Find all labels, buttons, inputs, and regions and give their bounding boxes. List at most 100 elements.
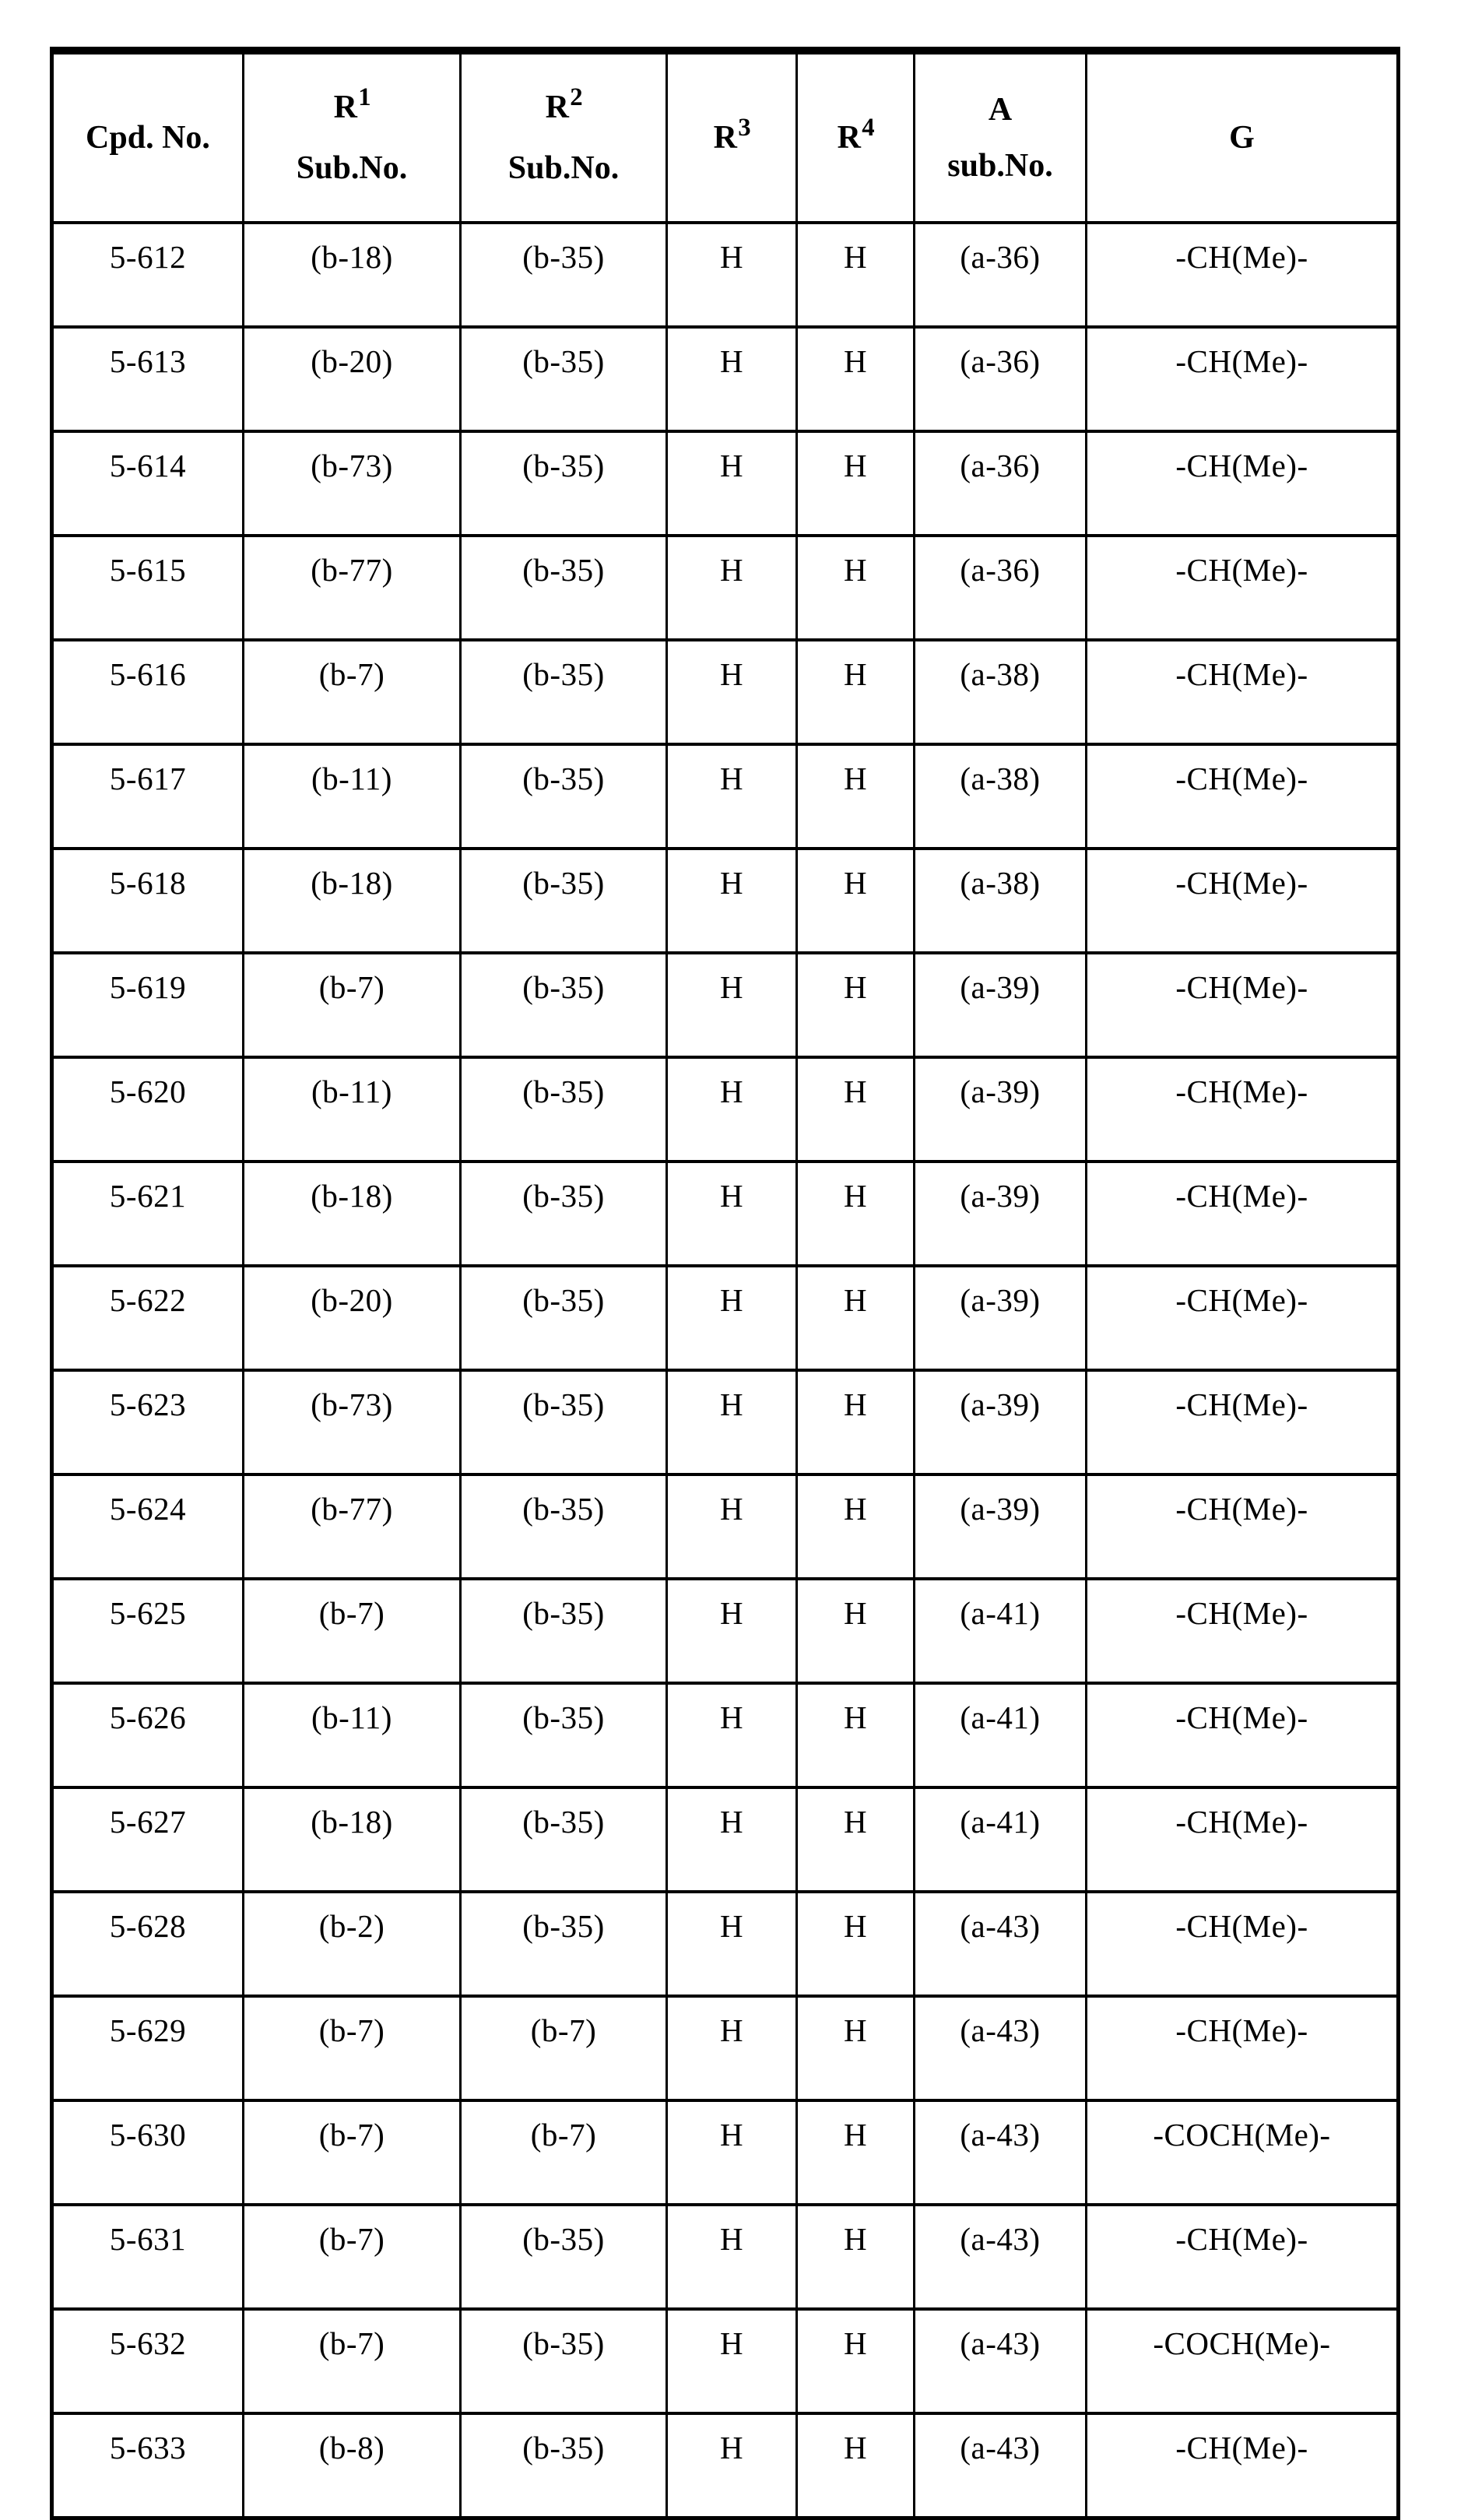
- cell-r1-sub-no: (b-8): [242, 2412, 462, 2520]
- cell-g: -CH(Me)-: [1085, 221, 1399, 329]
- cell-r2-sub-no: (b-35): [459, 1473, 668, 1580]
- cell-r4: H: [795, 1160, 915, 1267]
- cell-a-sub-no: (a-43): [913, 2203, 1087, 2311]
- col-header-cpd-label: Cpd. No.: [86, 120, 210, 156]
- cell-g: -CH(Me)-: [1085, 1056, 1399, 1163]
- cell-a-sub-no: (a-39): [913, 1264, 1087, 1372]
- table-row: 5-629 (b-7) (b-7) H H (a-43) -CH(Me)-: [51, 1995, 1399, 2102]
- cell-r4: H: [795, 1056, 915, 1163]
- r3-symbol: R3: [713, 114, 751, 156]
- cell-a-sub-no: (a-41): [913, 1682, 1087, 1789]
- cell-cpd-no: 5-629: [51, 1995, 244, 2102]
- cell-r3: H: [665, 430, 798, 537]
- table-row: 5-624 (b-77) (b-35) H H (a-39) -CH(Me)-: [51, 1473, 1399, 1580]
- cell-r4: H: [795, 2307, 915, 2415]
- col-header-cpd-no: Cpd. No.: [51, 49, 244, 224]
- r1-sub-no-label: Sub.No.: [296, 150, 408, 186]
- cell-r4: H: [795, 1995, 915, 2102]
- cell-a-sub-no: (a-43): [913, 2307, 1087, 2415]
- compound-table-wrapper: Cpd. No. R1 Sub.No. R2 Sub.No.: [50, 47, 1400, 2520]
- cell-cpd-no: 5-627: [51, 1786, 244, 1893]
- cell-cpd-no: 5-633: [51, 2412, 244, 2520]
- cell-g: -CH(Me)-: [1085, 1473, 1399, 1580]
- table-row: 5-626 (b-11) (b-35) H H (a-41) -CH(Me)-: [51, 1682, 1399, 1789]
- cell-a-sub-no: (a-36): [913, 534, 1087, 641]
- table-header: Cpd. No. R1 Sub.No. R2 Sub.No.: [51, 49, 1399, 224]
- cell-cpd-no: 5-630: [51, 2099, 244, 2206]
- cell-r4: H: [795, 1473, 915, 1580]
- cell-r4: H: [795, 221, 915, 329]
- cell-r3: H: [665, 2203, 798, 2311]
- cell-r3: H: [665, 1369, 798, 1476]
- cell-cpd-no: 5-623: [51, 1369, 244, 1476]
- col-header-r4: R4: [795, 49, 915, 224]
- cell-a-sub-no: (a-36): [913, 325, 1087, 433]
- cell-r2-sub-no: (b-35): [459, 325, 668, 433]
- cell-r2-sub-no: (b-35): [459, 743, 668, 850]
- cell-g: -CH(Me)-: [1085, 534, 1399, 641]
- cell-r1-sub-no: (b-11): [242, 1056, 462, 1163]
- cell-r3: H: [665, 1264, 798, 1372]
- cell-g: -COCH(Me)-: [1085, 2099, 1399, 2206]
- cell-g: -CH(Me)-: [1085, 1682, 1399, 1789]
- cell-r2-sub-no: (b-35): [459, 430, 668, 537]
- table-row: 5-617 (b-11) (b-35) H H (a-38) -CH(Me)-: [51, 743, 1399, 850]
- cell-cpd-no: 5-618: [51, 847, 244, 954]
- cell-r1-sub-no: (b-20): [242, 1264, 462, 1372]
- table-row: 5-627 (b-18) (b-35) H H (a-41) -CH(Me)-: [51, 1786, 1399, 1893]
- cell-g: -CH(Me)-: [1085, 2203, 1399, 2311]
- cell-r1-sub-no: (b-7): [242, 2099, 462, 2206]
- cell-cpd-no: 5-628: [51, 1890, 244, 1998]
- cell-cpd-no: 5-626: [51, 1682, 244, 1789]
- cell-r3: H: [665, 1160, 798, 1267]
- table-row: 5-633 (b-8) (b-35) H H (a-43) -CH(Me)-: [51, 2412, 1399, 2520]
- r1-symbol: R1: [333, 83, 371, 125]
- header-row: Cpd. No. R1 Sub.No. R2 Sub.No.: [51, 49, 1399, 224]
- cell-r3: H: [665, 1995, 798, 2102]
- cell-r3: H: [665, 1786, 798, 1893]
- r2-sub-no-label: Sub.No.: [507, 150, 620, 186]
- cell-a-sub-no: (a-43): [913, 1890, 1087, 1998]
- cell-r1-sub-no: (b-18): [242, 1786, 462, 1893]
- table-body: 5-612 (b-18) (b-35) H H (a-36) -CH(Me)- …: [51, 221, 1399, 2520]
- cell-r1-sub-no: (b-2): [242, 1890, 462, 1998]
- cell-r3: H: [665, 1473, 798, 1580]
- cell-r1-sub-no: (b-77): [242, 1473, 462, 1580]
- cell-a-sub-no: (a-38): [913, 847, 1087, 954]
- cell-r1-sub-no: (b-77): [242, 534, 462, 641]
- cell-a-sub-no: (a-39): [913, 1369, 1087, 1476]
- cell-r2-sub-no: (b-35): [459, 221, 668, 329]
- cell-g: -CH(Me)-: [1085, 1890, 1399, 1998]
- cell-r3: H: [665, 2412, 798, 2520]
- table-row: 5-615 (b-77) (b-35) H H (a-36) -CH(Me)-: [51, 534, 1399, 641]
- r1-superscript: 1: [358, 83, 371, 112]
- cell-r2-sub-no: (b-7): [459, 1995, 668, 2102]
- a-symbol: A: [988, 92, 1013, 128]
- cell-r4: H: [795, 534, 915, 641]
- cell-r3: H: [665, 221, 798, 329]
- cell-r2-sub-no: (b-35): [459, 1786, 668, 1893]
- cell-g: -CH(Me)-: [1085, 951, 1399, 1059]
- cell-r1-sub-no: (b-73): [242, 430, 462, 537]
- cell-a-sub-no: (a-38): [913, 638, 1087, 746]
- cell-r4: H: [795, 1890, 915, 1998]
- r4-symbol: R4: [837, 114, 875, 156]
- cell-cpd-no: 5-625: [51, 1577, 244, 1685]
- cell-r4: H: [795, 1786, 915, 1893]
- cell-r4: H: [795, 2412, 915, 2520]
- cell-r1-sub-no: (b-7): [242, 1577, 462, 1685]
- cell-r2-sub-no: (b-35): [459, 1577, 668, 1685]
- r2-symbol: R2: [545, 83, 583, 125]
- cell-a-sub-no: (a-43): [913, 2099, 1087, 2206]
- cell-r1-sub-no: (b-18): [242, 221, 462, 329]
- cell-a-sub-no: (a-36): [913, 430, 1087, 537]
- cell-r1-sub-no: (b-7): [242, 638, 462, 746]
- r2-superscript: 2: [570, 83, 583, 112]
- compound-table: Cpd. No. R1 Sub.No. R2 Sub.No.: [50, 47, 1400, 2520]
- cell-r1-sub-no: (b-7): [242, 1995, 462, 2102]
- cell-r4: H: [795, 638, 915, 746]
- table-row: 5-630 (b-7) (b-7) H H (a-43) -COCH(Me)-: [51, 2099, 1399, 2206]
- r4-superscript: 4: [862, 114, 875, 142]
- cell-r3: H: [665, 325, 798, 433]
- cell-cpd-no: 5-616: [51, 638, 244, 746]
